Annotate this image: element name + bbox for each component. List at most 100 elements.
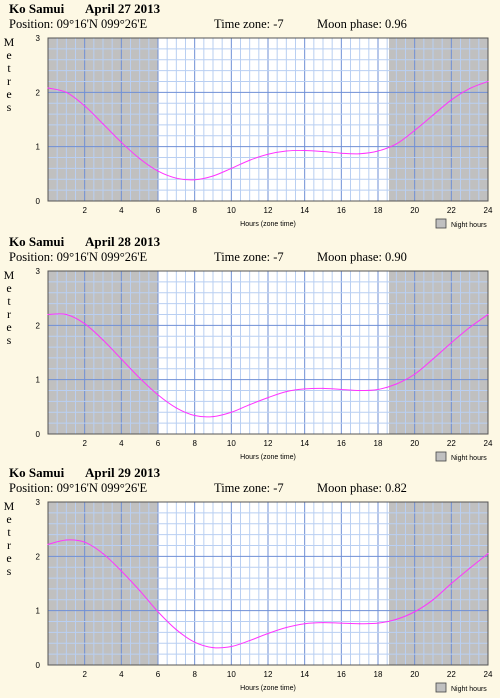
x-tick-label: 4 <box>119 439 124 448</box>
tide-point <box>340 622 342 624</box>
y-axis-letter: r <box>7 307 11 321</box>
x-tick-label: 12 <box>264 670 273 679</box>
position-text: Position: 09°16'N 099°26'E <box>9 481 148 495</box>
tide-point <box>175 629 177 631</box>
tide-point <box>157 611 159 613</box>
y-axis-letter: e <box>6 48 11 62</box>
y-tick-label: 2 <box>36 321 41 330</box>
x-tick-label: 14 <box>300 670 309 679</box>
tide-point <box>84 323 86 325</box>
y-tick-label: 0 <box>36 430 41 439</box>
tide-point <box>65 313 67 316</box>
y-axis-letter: t <box>7 294 11 308</box>
x-tick-label: 6 <box>156 206 161 215</box>
tide-point <box>414 611 416 613</box>
tide-point <box>285 626 287 629</box>
tide-point <box>414 129 416 131</box>
tide-point <box>340 152 342 154</box>
x-tick-label: 6 <box>156 439 161 448</box>
tide-point <box>377 622 379 624</box>
tide-point <box>450 342 452 344</box>
night-band <box>389 38 488 201</box>
x-tick-label: 6 <box>156 670 161 679</box>
tide-point <box>230 167 232 169</box>
tide-point <box>139 158 141 160</box>
y-axis-letter: e <box>6 320 11 334</box>
tide-point <box>377 150 379 152</box>
moon-phase-text: Moon phase: 0.96 <box>317 17 407 31</box>
legend-label: Night hours <box>451 222 487 229</box>
x-tick-label: 12 <box>264 439 273 448</box>
y-tick-label: 1 <box>36 376 41 385</box>
y-axis-letter: r <box>7 74 11 88</box>
chart-date: April 27 2013 <box>85 1 161 16</box>
tide-point <box>322 150 324 153</box>
y-axis-letter: e <box>6 281 11 295</box>
tide-point <box>450 99 452 101</box>
x-tick-label: 18 <box>374 206 383 215</box>
x-tick-label: 16 <box>337 206 346 215</box>
location-name: Ko Samui <box>9 1 65 16</box>
tide-point <box>102 339 104 341</box>
tide-point <box>395 383 397 385</box>
night-band <box>389 271 488 434</box>
tide-point <box>432 599 434 601</box>
tide-point <box>157 170 159 172</box>
y-tick-label: 2 <box>36 88 41 97</box>
tide-point <box>65 91 67 93</box>
y-axis-letter: M <box>4 268 15 282</box>
legend-swatch <box>435 218 447 229</box>
y-axis-letter: r <box>7 538 11 552</box>
tide-point <box>65 539 67 541</box>
legend-swatch <box>435 682 447 693</box>
x-tick-label: 14 <box>300 206 309 215</box>
legend-label: Night hours <box>451 686 487 693</box>
x-tick-label: 20 <box>410 439 419 448</box>
x-tick-label: 24 <box>484 439 493 448</box>
x-tick-label: 18 <box>374 670 383 679</box>
tide-point <box>267 632 269 635</box>
position-text: Position: 09°16'N 099°26'E <box>9 250 148 264</box>
tide-point <box>359 153 361 155</box>
tide-panel-2: Ko Samui April 28 2013 Position: 09°16'N… <box>0 233 500 465</box>
tide-point <box>120 141 122 143</box>
tide-point <box>304 623 306 625</box>
tide-point <box>322 622 324 624</box>
y-tick-label: 1 <box>36 607 41 616</box>
x-axis-label: Hours (zone time) <box>240 221 296 228</box>
x-tick-label: 24 <box>484 206 493 215</box>
y-axis-letter: s <box>7 333 12 347</box>
x-tick-label: 16 <box>337 439 346 448</box>
x-tick-label: 20 <box>410 670 419 679</box>
y-tick-label: 0 <box>36 661 41 670</box>
moon-phase-text: Moon phase: 0.82 <box>317 481 407 495</box>
y-axis-letter: t <box>7 525 11 539</box>
tide-point <box>304 149 306 152</box>
tide-point <box>249 159 251 161</box>
y-axis-letter: M <box>4 35 15 49</box>
y-axis-letter: t <box>7 61 11 75</box>
tide-point <box>212 647 214 649</box>
tide-point <box>47 543 49 545</box>
plot-frame <box>47 501 489 666</box>
x-tick-label: 22 <box>447 439 456 448</box>
timezone-text: Time zone: -7 <box>214 250 284 264</box>
x-tick-label: 2 <box>82 206 87 215</box>
tide-point <box>139 589 141 592</box>
tide-point <box>249 404 251 406</box>
y-axis-letter: e <box>6 87 11 101</box>
x-axis-label: Hours (zone time) <box>240 454 296 461</box>
x-tick-label: 8 <box>192 206 197 215</box>
y-axis-letter: e <box>6 551 11 565</box>
plot-frame <box>47 270 489 435</box>
location-name: Ko Samui <box>9 234 65 249</box>
tide-point <box>47 87 49 89</box>
timezone-text: Time zone: -7 <box>214 17 284 31</box>
tide-point <box>212 416 214 418</box>
tide-point <box>267 153 269 155</box>
tide-point <box>84 541 86 543</box>
tide-point <box>194 179 196 181</box>
x-tick-label: 18 <box>374 439 383 448</box>
